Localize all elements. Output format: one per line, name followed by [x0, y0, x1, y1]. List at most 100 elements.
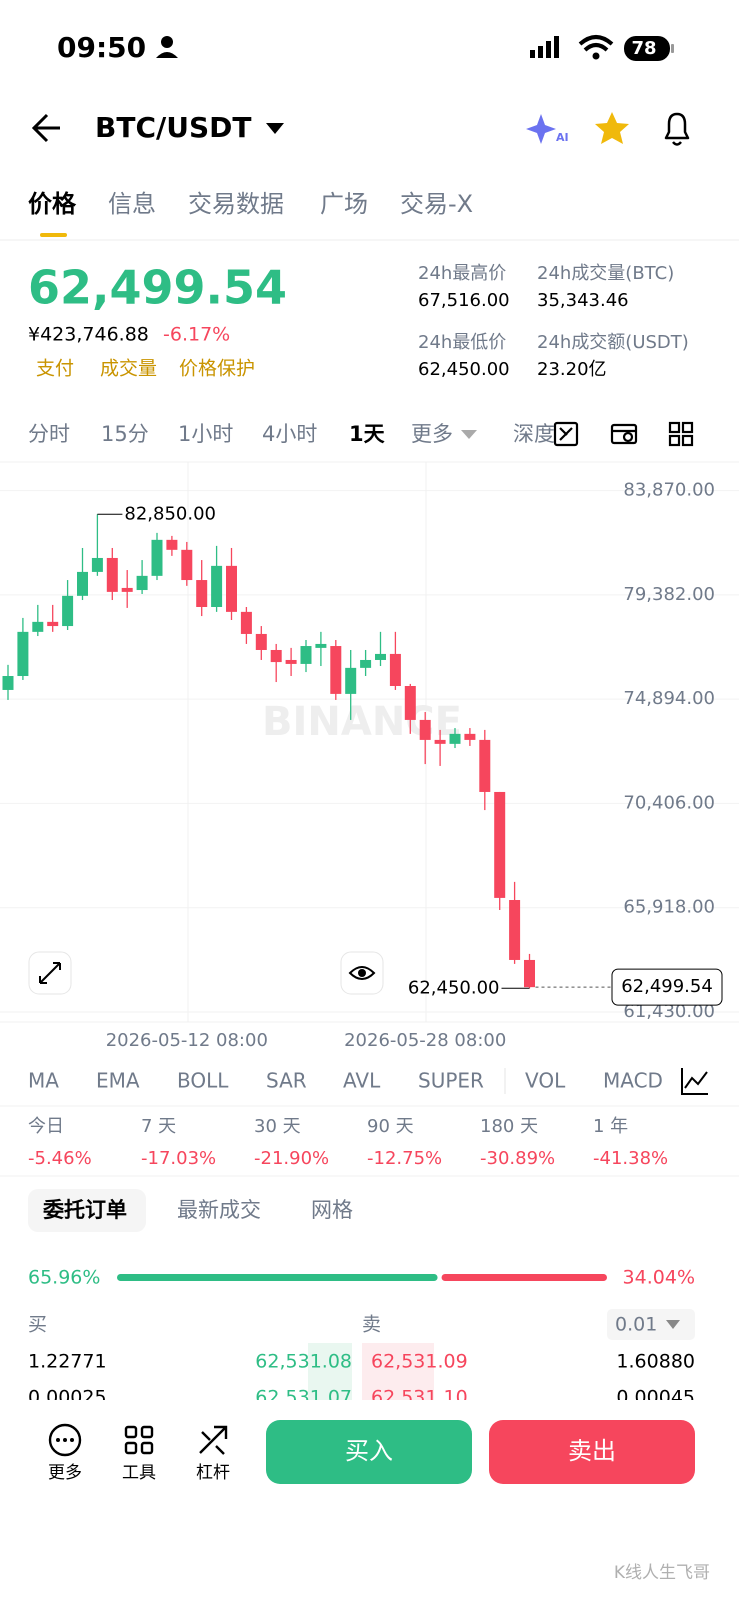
candle-body — [106, 557, 118, 592]
candle-body — [509, 900, 521, 960]
tab[interactable]: 信息 — [108, 190, 156, 218]
y-tick-label: 65,918.00 — [623, 897, 715, 918]
price-link[interactable]: 支付 — [36, 358, 74, 380]
timeframe[interactable]: 更多 — [411, 422, 453, 446]
candle-body — [524, 959, 535, 988]
candle-body — [330, 646, 342, 694]
timeframe[interactable]: 分时 — [28, 422, 70, 446]
precision-select[interactable] — [607, 1309, 695, 1340]
candle-body — [300, 646, 312, 664]
more-dots — [56, 1438, 74, 1442]
indicator[interactable]: BOLL — [177, 1069, 229, 1093]
candle-body — [375, 653, 386, 660]
stat-label: 24h成交量(BTC) — [537, 263, 674, 284]
timeframe[interactable]: 15分 — [101, 422, 149, 446]
period-label: 今日 — [28, 1116, 64, 1137]
favorite-button[interactable] — [595, 112, 629, 144]
stat-value: 62,450.00 — [418, 359, 510, 380]
y-tick-label: 74,894.00 — [623, 688, 715, 709]
book-tab[interactable]: 网格 — [311, 1198, 353, 1222]
timeframe[interactable]: 4小时 — [262, 422, 317, 446]
buy-label: 买入 — [345, 1437, 393, 1465]
indicator[interactable]: MA — [28, 1069, 59, 1093]
chart-tools[interactable] — [553, 421, 694, 447]
last-price-box — [611, 968, 723, 1006]
texts: 09:50 78 BTC/USDT 价格 信息 交易数据 广场 交易-X 62,499.54 ¥4… — [28, 31, 695, 1409]
bid-header: 买 — [28, 1314, 47, 1336]
candle-body — [32, 621, 44, 632]
candle-body — [136, 575, 148, 591]
tab[interactable]: 价格 — [28, 190, 77, 218]
indicator[interactable]: SAR — [266, 1069, 307, 1093]
stat-label: 24h成交额(USDT) — [537, 332, 689, 353]
price-change: -6.17% — [163, 324, 230, 346]
period-change: -41.38% — [593, 1148, 668, 1169]
ask-header: 卖 — [362, 1314, 381, 1336]
book-tab[interactable]: 最新成交 — [177, 1198, 261, 1222]
precision[interactable]: 0.01 — [615, 1314, 657, 1336]
pair-title[interactable]: BTC/USDT — [95, 111, 251, 144]
indicator[interactable]: VOL — [525, 1069, 566, 1093]
candle-body — [181, 549, 193, 581]
bottom-texts: 更多 工具 杠杆 买入 卖出 K线人生飞哥 — [48, 1437, 710, 1583]
tool-label[interactable]: 杠杆 — [196, 1463, 230, 1483]
alert-button[interactable] — [664, 112, 690, 146]
tab[interactable]: 广场 — [320, 190, 368, 218]
y-tick-label: 70,406.00 — [623, 792, 715, 813]
sell-button[interactable] — [489, 1420, 695, 1484]
price-link[interactable]: 价格保护 — [179, 358, 255, 380]
watermark-credit: K线人生飞哥 — [614, 1563, 710, 1583]
y-tick-label: 83,870.00 — [623, 480, 715, 501]
indicator[interactable]: AVL — [343, 1069, 381, 1093]
book-tab[interactable]: 委托订单 — [42, 1198, 127, 1222]
period-change: -17.03% — [141, 1148, 216, 1169]
timeframe[interactable]: 1小时 — [178, 422, 233, 446]
bid-depth — [308, 1343, 352, 1380]
back-button[interactable] — [31, 113, 60, 143]
indicator[interactable]: SUPER — [418, 1069, 484, 1093]
tool-label[interactable]: 更多 — [48, 1463, 82, 1483]
y-tick-label: 79,382.00 — [623, 584, 715, 605]
candle-body — [255, 633, 267, 650]
candle-body — [285, 659, 297, 664]
more-caret[interactable] — [461, 430, 477, 439]
candle-body — [389, 653, 401, 686]
candle-body — [464, 733, 476, 740]
timeframe[interactable]: 深度 — [513, 422, 555, 446]
pair-dropdown[interactable] — [266, 123, 284, 134]
period-label: 30 天 — [254, 1116, 301, 1137]
sell-label: 卖出 — [568, 1437, 616, 1465]
x-tick-label: 2026-05-28 08:00 — [344, 1030, 506, 1051]
ask-amount: 1.60880 — [616, 1351, 695, 1373]
indicator-settings[interactable] — [681, 1068, 708, 1095]
bid-price: 62,531.08 — [255, 1351, 352, 1373]
price-link[interactable]: 成交量 — [100, 358, 157, 380]
tool-label[interactable]: 工具 — [122, 1463, 156, 1483]
candle-body — [226, 565, 237, 612]
candle-body — [47, 621, 59, 627]
stat-value: 67,516.00 — [418, 290, 510, 311]
tab[interactable]: 交易-X — [400, 190, 473, 218]
timeframe[interactable]: 1天 — [349, 422, 386, 446]
cny-price: ¥423,746.88 — [28, 324, 149, 346]
indicator[interactable]: EMA — [96, 1069, 140, 1093]
precision-caret — [666, 1320, 680, 1329]
ask-depth — [362, 1343, 434, 1380]
candle-body — [77, 571, 88, 596]
bottom-icons — [48, 1423, 228, 1457]
x-tick-label: 2026-05-12 08:00 — [106, 1030, 268, 1051]
buy-button[interactable] — [266, 1420, 472, 1484]
low-label: 62,450.00 — [408, 977, 500, 998]
watermark: BINANCE — [262, 699, 462, 745]
stat-label: 24h最低价 — [418, 332, 506, 353]
indicator[interactable]: MACD — [603, 1069, 663, 1093]
candle-body — [17, 631, 29, 677]
ai-button[interactable] — [526, 114, 556, 144]
bid-amount: 1.22771 — [28, 1351, 107, 1373]
candle-body — [315, 643, 327, 648]
chart-buttons[interactable] — [28, 951, 384, 995]
candle-body — [121, 587, 133, 592]
candle-body — [211, 565, 223, 607]
tab[interactable]: 交易数据 — [188, 190, 284, 218]
